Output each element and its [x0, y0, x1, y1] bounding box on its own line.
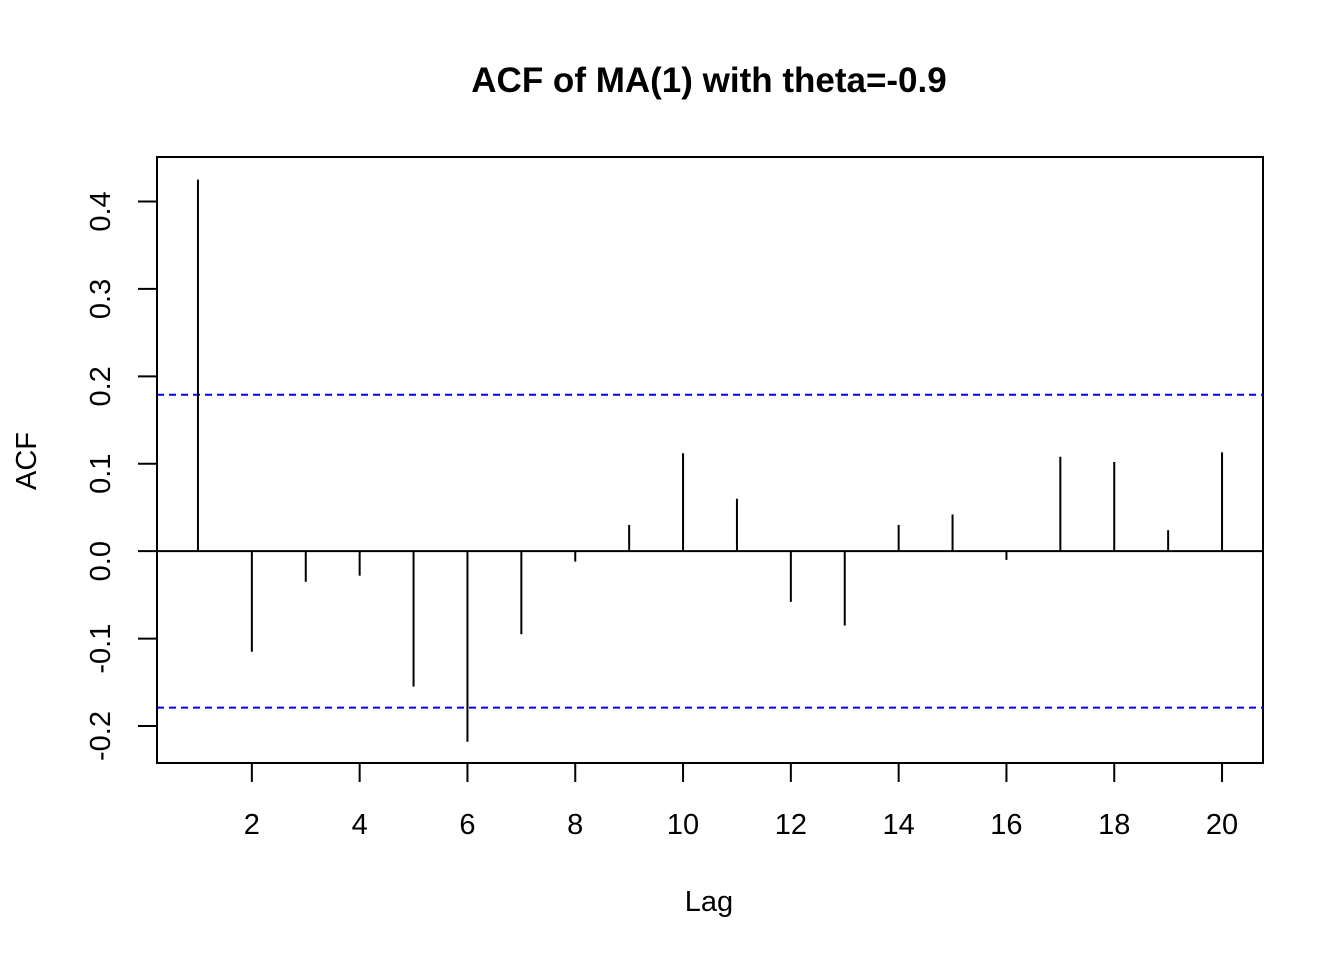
y-tick-label: 0.1	[85, 454, 117, 494]
y-tick-label: 0.3	[85, 279, 117, 319]
x-tick-label: 6	[459, 809, 475, 841]
y-tick-label: 0.4	[85, 191, 117, 231]
x-tick-label: 20	[1206, 809, 1238, 841]
y-tick-label: -0.1	[85, 624, 117, 674]
x-axis: 2 4 6 8 10 12 14 16 18 20	[244, 762, 1238, 841]
x-tick-label: 14	[883, 809, 915, 841]
confidence-bounds	[157, 393, 1263, 709]
chart-title: ACF of MA(1) with theta=-0.9	[471, 61, 946, 100]
x-axis-label: Lag	[685, 886, 733, 918]
x-tick-label: 2	[244, 809, 260, 841]
x-tick-label: 4	[352, 809, 368, 841]
acf-bars	[196, 179, 1224, 742]
x-tick-label: 12	[775, 809, 807, 841]
y-tick-label: -0.2	[85, 711, 117, 761]
x-tick-label: 18	[1098, 809, 1130, 841]
y-axis: -0.2 -0.1 0.0 0.1 0.2 0.3 0.4	[85, 191, 158, 761]
y-tick-label: 0.0	[85, 541, 117, 581]
y-tick-label: 0.2	[85, 366, 117, 406]
x-tick-label: 8	[567, 809, 583, 841]
plot-frame	[156, 156, 1264, 764]
y-axis-label: ACF	[11, 432, 43, 490]
x-tick-label: 10	[667, 809, 699, 841]
x-tick-label: 16	[990, 809, 1022, 841]
